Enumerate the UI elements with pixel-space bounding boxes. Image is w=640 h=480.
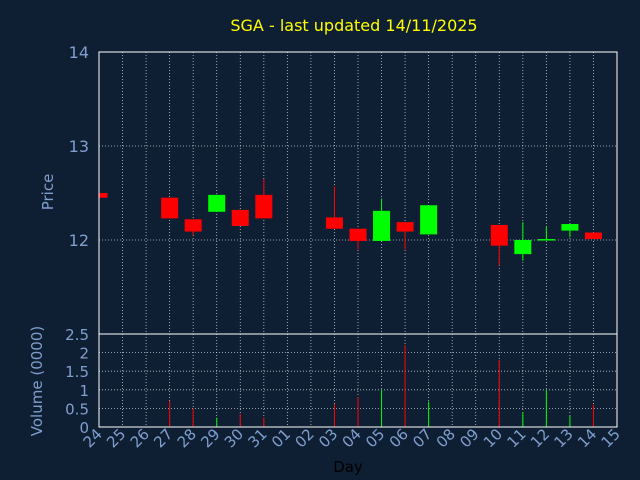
candle-06 — [396, 222, 414, 250]
candle-11 — [514, 222, 532, 261]
x-tick-label: 02 — [292, 425, 318, 451]
x-tick-label: 30 — [221, 425, 247, 451]
candle-07 — [420, 205, 438, 235]
price-grid — [99, 51, 617, 334]
candle-29 — [208, 194, 226, 212]
x-tick-label: 15 — [598, 425, 624, 451]
candle-28 — [184, 219, 202, 236]
volume-tick-label: 1 — [79, 382, 89, 400]
candle-body — [349, 228, 367, 241]
x-tick-label: 29 — [197, 425, 223, 451]
volume-tick-label: 1.5 — [65, 363, 89, 381]
volume-tick-label: 0.5 — [65, 400, 89, 418]
candle-body — [490, 224, 508, 246]
candle-05 — [373, 198, 391, 241]
candle-24 — [98, 191, 108, 198]
x-tick-label: 13 — [551, 425, 577, 451]
x-tick-labels: 2425262728293031010203040506070809101112… — [80, 425, 624, 451]
x-tick-label: 01 — [268, 425, 294, 451]
candle-body — [231, 209, 249, 226]
candle-31 — [255, 178, 273, 219]
x-tick-label: 04 — [339, 425, 365, 451]
volume-frame — [98, 333, 618, 428]
candle-body — [184, 219, 202, 232]
x-axis-label: Day — [333, 458, 363, 476]
x-tick-label: 28 — [174, 425, 200, 451]
volume-tick-label: 0 — [79, 419, 89, 437]
volume-tick-label: 2.5 — [65, 326, 89, 344]
candle-04 — [349, 228, 367, 250]
candle-body — [420, 205, 438, 235]
candle-body — [514, 240, 532, 255]
candle-body — [208, 194, 226, 212]
candle-body — [325, 217, 343, 229]
candle-12 — [537, 226, 555, 241]
x-tick-label: 11 — [503, 425, 529, 451]
chart-title: SGA - last updated 14/11/2025 — [230, 16, 477, 35]
volume-tick-label: 2 — [79, 345, 89, 363]
price-candles — [98, 178, 602, 266]
price-axis-label: Price — [39, 174, 57, 211]
volume-bars — [169, 345, 594, 427]
y-tick-labels: 12 13 14 00.511.522.5 — [65, 43, 89, 437]
x-tick-label: 05 — [362, 425, 388, 451]
x-tick-label: 26 — [127, 425, 153, 451]
x-tick-label: 27 — [150, 425, 176, 451]
volume-axis-label: Volume (0000) — [28, 326, 46, 436]
x-tick-label: 31 — [244, 425, 270, 451]
x-tick-label: 08 — [433, 425, 459, 451]
plot-frames — [98, 51, 618, 428]
candle-body — [99, 193, 108, 198]
price-tick-label: 13 — [69, 137, 89, 156]
candle-14 — [584, 232, 602, 240]
price-tick-label: 14 — [69, 43, 89, 62]
x-tick-label: 12 — [527, 425, 553, 451]
candle-13 — [561, 224, 579, 238]
x-tick-label: 10 — [480, 425, 506, 451]
x-tick-label: 25 — [103, 425, 129, 451]
x-tick-label: 14 — [574, 425, 600, 451]
price-tick-label: 12 — [69, 231, 89, 250]
candle-30 — [231, 209, 249, 226]
candle-body — [396, 222, 414, 232]
candle-27 — [161, 197, 179, 219]
candle-body — [161, 197, 179, 219]
candle-body — [584, 232, 602, 240]
candle-03 — [325, 186, 343, 229]
candle-body — [255, 194, 273, 219]
candle-10 — [490, 224, 508, 266]
candle-body — [373, 210, 391, 241]
candle-body — [561, 224, 579, 231]
x-tick-label: 09 — [456, 425, 482, 451]
x-tick-label: 03 — [315, 425, 341, 451]
x-tick-label: 06 — [386, 425, 412, 451]
candle-body — [537, 239, 555, 241]
x-tick-label: 07 — [409, 425, 435, 451]
